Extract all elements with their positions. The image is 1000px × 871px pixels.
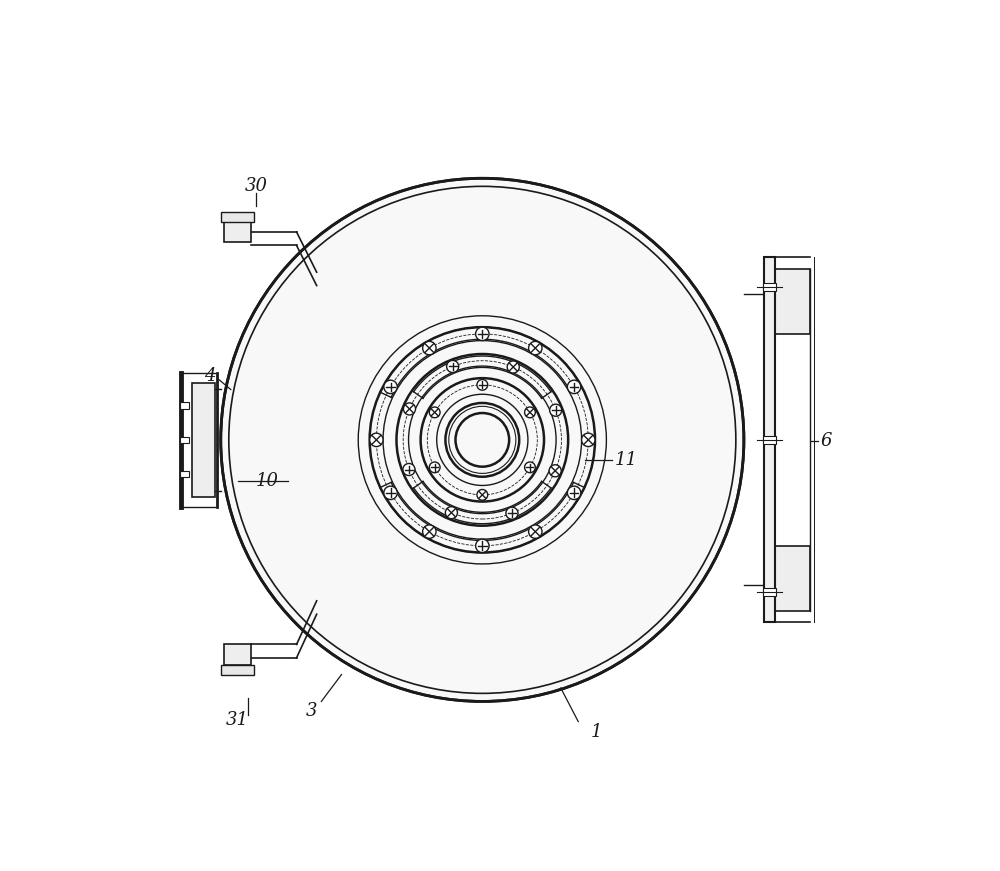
Circle shape bbox=[582, 433, 595, 447]
Circle shape bbox=[567, 486, 581, 500]
Text: 4: 4 bbox=[204, 368, 215, 385]
Bar bbox=[180, 436, 189, 443]
Bar bbox=[221, 212, 254, 222]
Bar bbox=[224, 222, 251, 242]
Circle shape bbox=[423, 341, 436, 354]
Circle shape bbox=[529, 341, 542, 354]
Text: 6: 6 bbox=[821, 432, 832, 450]
Circle shape bbox=[567, 380, 581, 394]
Circle shape bbox=[525, 462, 535, 473]
Circle shape bbox=[549, 465, 561, 476]
Bar bbox=[763, 283, 776, 291]
Bar bbox=[221, 665, 254, 674]
Circle shape bbox=[506, 507, 518, 519]
Circle shape bbox=[221, 179, 744, 701]
Circle shape bbox=[423, 525, 436, 538]
Circle shape bbox=[477, 490, 488, 500]
Circle shape bbox=[445, 507, 457, 519]
Circle shape bbox=[370, 433, 383, 447]
Text: 30: 30 bbox=[245, 178, 268, 195]
Text: 31: 31 bbox=[226, 712, 249, 729]
Circle shape bbox=[455, 413, 509, 467]
Circle shape bbox=[384, 486, 397, 500]
Circle shape bbox=[476, 327, 489, 341]
Circle shape bbox=[550, 404, 562, 416]
Circle shape bbox=[447, 361, 459, 373]
Text: 10: 10 bbox=[256, 472, 279, 490]
Circle shape bbox=[529, 525, 542, 538]
Bar bbox=[180, 402, 189, 409]
Text: 1: 1 bbox=[591, 723, 602, 740]
Bar bbox=[763, 436, 776, 443]
Circle shape bbox=[477, 380, 488, 390]
Text: 3: 3 bbox=[306, 703, 317, 720]
Bar bbox=[192, 383, 215, 496]
Bar bbox=[775, 546, 810, 611]
Bar bbox=[764, 258, 775, 622]
Circle shape bbox=[525, 407, 535, 418]
Circle shape bbox=[429, 462, 440, 473]
Circle shape bbox=[507, 361, 519, 373]
Bar bbox=[224, 645, 251, 665]
Bar bbox=[180, 470, 189, 477]
Circle shape bbox=[384, 380, 397, 394]
Text: 11: 11 bbox=[615, 451, 638, 469]
Bar bbox=[775, 269, 810, 334]
Circle shape bbox=[429, 407, 440, 418]
Circle shape bbox=[403, 403, 416, 415]
Circle shape bbox=[476, 539, 489, 552]
Bar bbox=[763, 589, 776, 596]
Circle shape bbox=[403, 463, 415, 476]
